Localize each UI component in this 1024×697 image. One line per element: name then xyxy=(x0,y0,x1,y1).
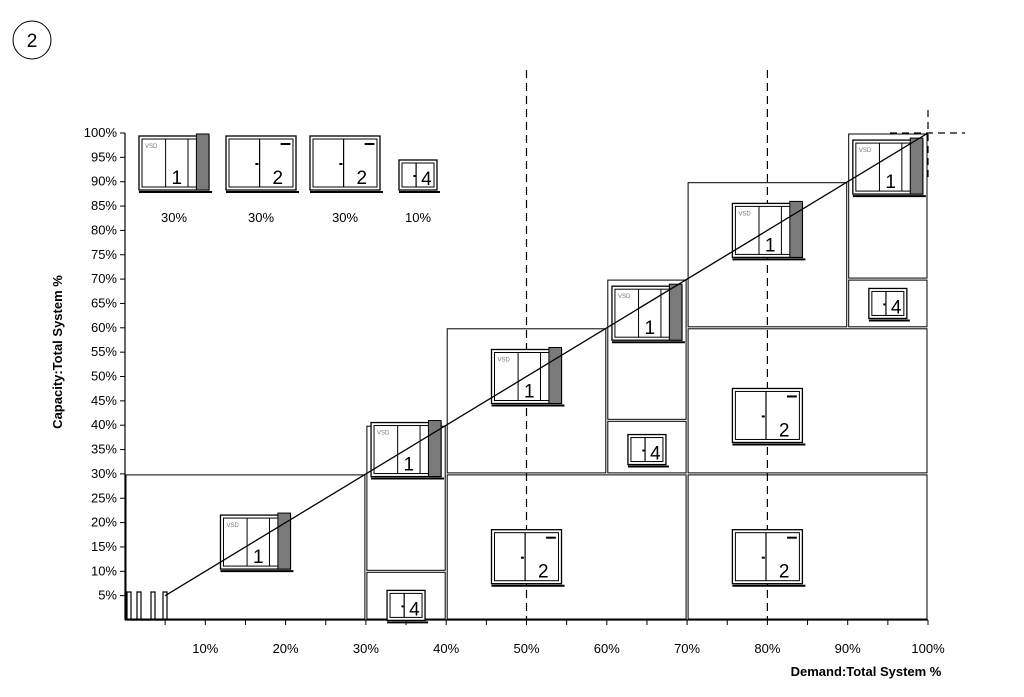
stage-box xyxy=(687,328,928,474)
y-tick-label: 10% xyxy=(91,563,117,578)
unit-4-icon: 4 xyxy=(386,589,429,624)
y-tick-label: 30% xyxy=(91,466,117,481)
svg-text:2: 2 xyxy=(779,562,790,583)
y-tick-label: 40% xyxy=(91,417,117,432)
svg-text:4: 4 xyxy=(409,599,420,620)
unit-1-icon: VSD 1 xyxy=(138,133,212,193)
y-tick-label: 15% xyxy=(91,539,117,554)
stage-box xyxy=(848,133,928,279)
y-tick-label: 35% xyxy=(91,442,117,457)
unit-1-icon: VSD 1 xyxy=(611,283,685,344)
capacity-demand-line xyxy=(164,132,929,597)
x-tick-label: 30% xyxy=(353,641,379,656)
stage-box xyxy=(848,279,928,328)
unit-1-icon: VSD 1 xyxy=(490,347,565,407)
unit-4-icon: 4 xyxy=(398,159,440,193)
unit-4-icon: 4 xyxy=(627,433,669,468)
y-axis-ticks: 5% 10% 15% 20% 25% 30% 35% 40% 45% 50% 55% 60% 65% 70… xyxy=(84,125,125,603)
unit-1-icon: VSD 1 xyxy=(370,420,445,480)
unit-1-icon: VSD 1 xyxy=(852,137,926,198)
y-tick-label: 95% xyxy=(91,149,117,164)
start-pulses xyxy=(126,591,168,621)
dashed-demand-lines xyxy=(525,70,769,620)
y-tick-label: 5% xyxy=(98,588,117,603)
x-tick-label: 40% xyxy=(433,641,459,656)
svg-text:4: 4 xyxy=(421,169,432,190)
legend-share-label: 10% xyxy=(405,210,431,225)
vsd-label: VSD xyxy=(738,211,751,217)
vsd-label: VSD xyxy=(145,144,158,150)
y-tick-label: 70% xyxy=(91,271,117,286)
stage-box xyxy=(125,474,366,620)
legend-share-label: 30% xyxy=(248,210,274,225)
stage-box xyxy=(607,279,687,420)
vsd-label: VSD xyxy=(377,431,390,437)
y-tick-label: 45% xyxy=(91,393,117,408)
vsd-label: VSD xyxy=(618,294,631,300)
y-tick-label: 90% xyxy=(91,174,117,189)
x-tick-label: 70% xyxy=(674,641,700,656)
svg-text:1: 1 xyxy=(524,382,535,403)
unit-2-icon: 2 xyxy=(225,135,299,193)
svg-text:4: 4 xyxy=(891,297,902,318)
y-tick-label: 80% xyxy=(91,222,117,237)
x-tick-label: 50% xyxy=(513,641,539,656)
svg-text:2: 2 xyxy=(779,420,790,441)
svg-text:1: 1 xyxy=(172,168,183,189)
vsd-label: VSD xyxy=(498,358,511,364)
svg-text:1: 1 xyxy=(404,455,415,476)
full-capacity-marker xyxy=(890,110,965,180)
legend-share-label: 30% xyxy=(332,210,358,225)
x-tick-label: 10% xyxy=(192,641,218,656)
svg-text:1: 1 xyxy=(253,547,264,568)
y-tick-label: 85% xyxy=(91,198,117,213)
y-tick-label: 25% xyxy=(91,490,117,505)
x-tick-label: 100% xyxy=(911,641,945,656)
unit-2-icon: 2 xyxy=(490,529,565,587)
x-tick-label: 80% xyxy=(754,641,780,656)
y-tick-label: 55% xyxy=(91,344,117,359)
x-tick-label: 60% xyxy=(594,641,620,656)
x-tick-label: 20% xyxy=(273,641,299,656)
y-axis-title: Capacity:Total System % xyxy=(50,275,65,429)
unit-2-icon: 2 xyxy=(309,135,383,193)
unit-1-icon: VSD 1 xyxy=(731,200,806,261)
x-axis-ticks: 10% 20% 30% 40% 50% 60% 70% 80% 90% 100% xyxy=(164,620,945,656)
legend-share-label: 30% xyxy=(161,210,187,225)
unit-2-icon: 2 xyxy=(731,529,806,587)
unit-icons: VSD 1 VSD 1 4 VSD 1 2 4 VSD 1 2 2 VSD 1 4 VSD 1 xyxy=(219,137,926,624)
unit-4-icon: 4 xyxy=(868,287,910,322)
svg-text:2: 2 xyxy=(538,562,549,583)
stage-box xyxy=(446,474,687,620)
y-tick-label: 75% xyxy=(91,247,117,262)
stage-box xyxy=(446,328,607,474)
y-tick-label: 50% xyxy=(91,369,117,384)
y-tick-label: 100% xyxy=(84,125,118,140)
y-tick-label: 20% xyxy=(91,515,117,530)
diagram-number: 2 xyxy=(27,31,38,52)
stage-box xyxy=(687,474,928,620)
svg-text:1: 1 xyxy=(885,172,896,193)
svg-text:1: 1 xyxy=(644,318,655,339)
unit-2-icon: 2 xyxy=(731,387,806,446)
vsd-label: VSD xyxy=(859,148,872,154)
stage-box xyxy=(607,420,687,474)
diagram-number-badge: 2 xyxy=(12,20,52,60)
unit-1-icon: VSD 1 xyxy=(219,512,294,573)
unit-share-legend: VSD 1 30% 2 30% 2 30% 4 10% xyxy=(138,133,440,225)
svg-text:1: 1 xyxy=(765,235,776,256)
y-tick-label: 65% xyxy=(91,295,117,310)
x-tick-label: 90% xyxy=(835,641,861,656)
stage-box xyxy=(687,182,848,328)
svg-text:4: 4 xyxy=(650,444,661,465)
vsd-label: VSD xyxy=(226,523,239,529)
x-axis-title: Demand:Total System % xyxy=(791,664,942,679)
svg-text:2: 2 xyxy=(357,168,368,189)
y-tick-label: 60% xyxy=(91,320,117,335)
svg-text:2: 2 xyxy=(273,168,284,189)
